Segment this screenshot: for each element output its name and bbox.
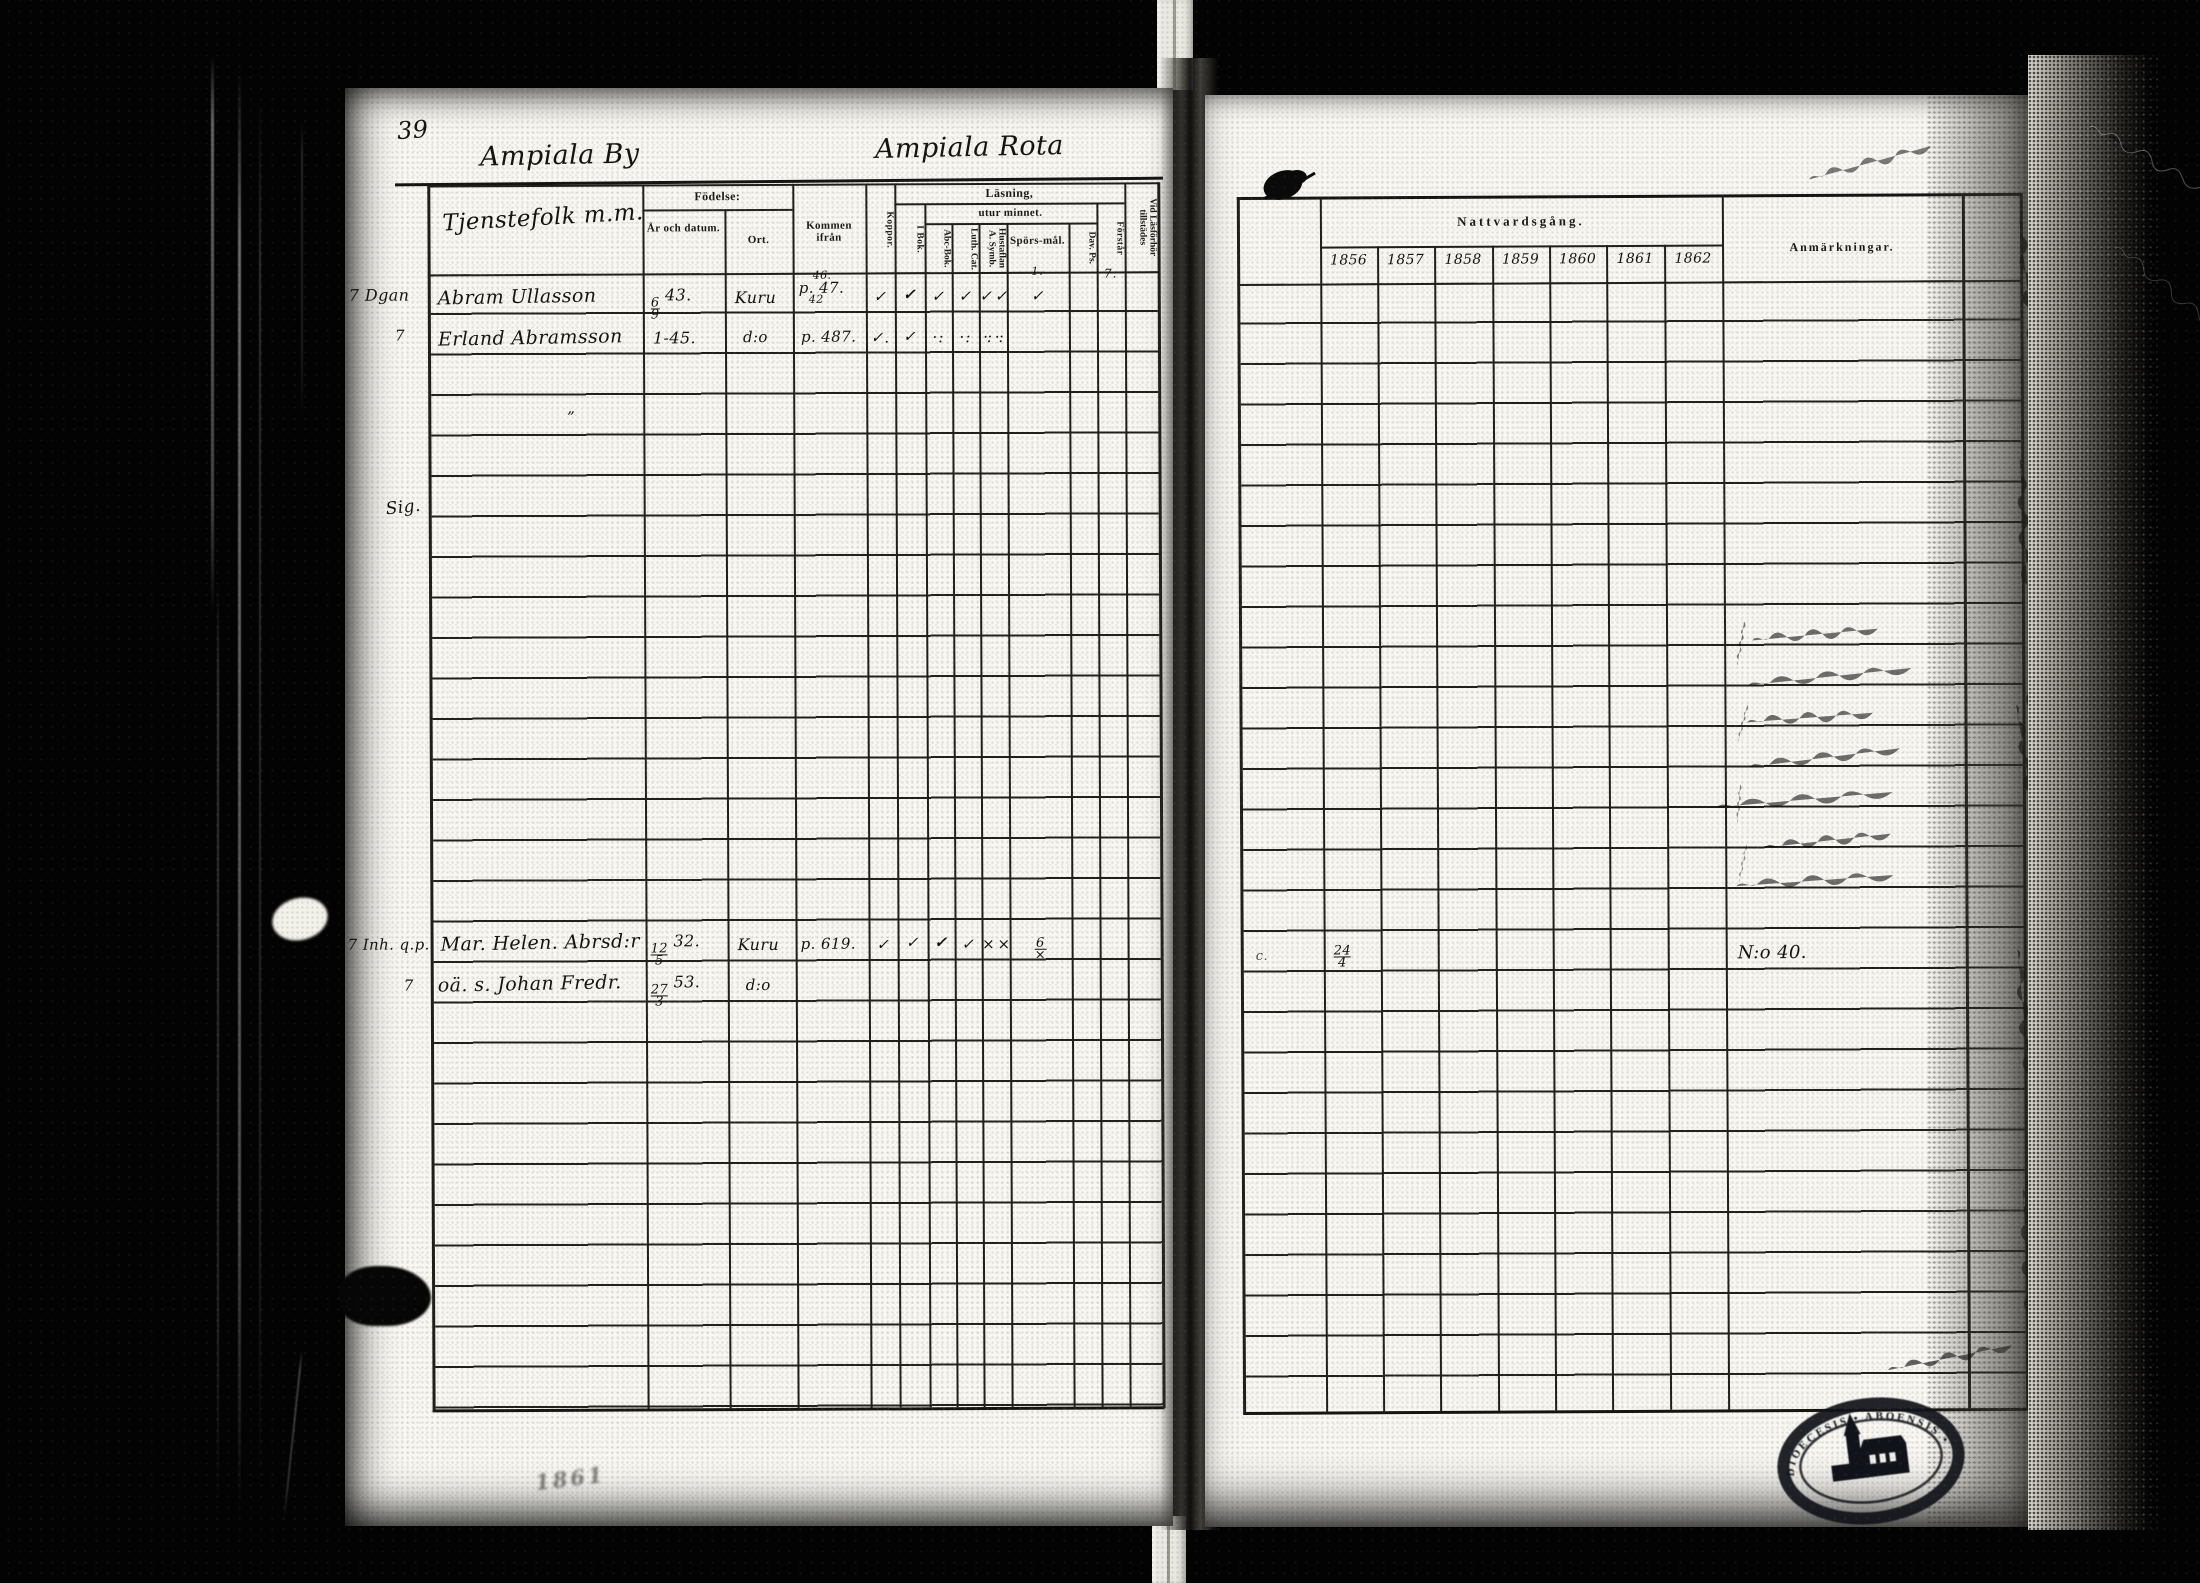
page-curvature-shadow: [1927, 95, 2037, 1527]
entry-ort: Kuru: [737, 934, 780, 955]
mark-i-bok: ✓: [903, 327, 917, 346]
mark-luth-cat: ✓: [961, 935, 975, 954]
entry-ort: Kuru: [734, 287, 777, 308]
entry-name: oä. s. Johan Fredr.: [437, 971, 622, 997]
header-vid-lasforhor: Vid Läsförhör tillstädes: [1137, 198, 1158, 257]
entry-ort: d:o: [742, 327, 768, 347]
page-edge-streak: [259, 95, 261, 1495]
header-i-bok: I Bok.: [914, 225, 925, 254]
margin-note: 7 Dgan: [348, 285, 410, 305]
mark-abc-bok: ·:: [932, 328, 945, 347]
mark-sporsmal: 6 ×: [1010, 927, 1072, 963]
year-header: 1860: [1558, 251, 1597, 268]
year-header: 1856: [1329, 252, 1368, 269]
page-edge-streak: [301, 120, 303, 420]
mark-abc-bok: ✓: [934, 933, 948, 952]
born-month: 3: [650, 994, 669, 1009]
communion-table: Nattvardsgång. 1856 1857 1858 1859 1860 …: [1201, 93, 2040, 1529]
archive-seal-stamp: DIOECESIS • ABOENSIS •: [1777, 1397, 1965, 1525]
header-ort: Ort.: [747, 233, 770, 247]
year-header: 1859: [1501, 251, 1540, 268]
entry-name: Mar. Helen. Abrsd:r: [440, 930, 641, 956]
header-sporsmal: Spörs-mål.: [1009, 234, 1066, 247]
margin-note: 7 Inh. q.p.: [347, 935, 430, 954]
header-luth-cat: Luth. Cat.: [968, 227, 979, 270]
remark-entry: N:o 40.: [1737, 942, 1807, 964]
mark-sporsmal-note: 1.: [1031, 264, 1044, 278]
mark-i-bok: ✓: [902, 285, 917, 304]
margin-note: 7: [394, 326, 405, 345]
church-icon: [1831, 1413, 1910, 1482]
header-lasning: Läsning,: [985, 185, 1034, 201]
mark-abc-bok: ✓: [931, 287, 946, 306]
mark-hustaflan: × ×: [982, 934, 1010, 954]
born-year: 43.: [664, 285, 692, 305]
row-ruling: [1240, 279, 2027, 1412]
mark-hustaflan: ·: ·:: [983, 327, 1003, 347]
year-header: 1861: [1616, 250, 1654, 268]
lasning-underline: [894, 202, 1125, 206]
entry-from: 46. p. 47. 42: [799, 269, 845, 306]
header-hustaflan: Hustaflan A. Symb.: [986, 228, 1007, 269]
year-header: 1858: [1444, 251, 1482, 268]
born-year: 53.: [673, 972, 701, 992]
header-fodelse: Födelse:: [694, 189, 741, 204]
entry-ort: d:o: [745, 975, 771, 995]
header-forstar: Förstår: [1114, 221, 1125, 256]
group-label: Tjenstefolk m.m.: [441, 199, 645, 237]
communion-date-entry: 24 4: [1333, 934, 1352, 970]
page-edge-streak: [217, 580, 219, 1510]
mark-koppor: ✓.: [870, 328, 891, 347]
header-ar-och-datum: År och datum.: [646, 222, 721, 235]
left-page: 39 Ampiala By Ampiala Rota: [339, 86, 1176, 1528]
mark-koppor: ✓: [876, 935, 890, 954]
header-koppor: Koppor.: [884, 211, 895, 248]
ink-blot: [1263, 170, 1316, 200]
examination-table: Tjenstefolk m.m. Födelse: År och datum. …: [342, 86, 1176, 1528]
right-page: Nattvardsgång. 1856 1857 1858 1859 1860 …: [1205, 95, 2057, 1527]
entry-born: 27 3 53.: [650, 972, 701, 1009]
mark-forstar-note: 7.: [1103, 266, 1118, 281]
mark-luth-cat: ✓: [958, 287, 973, 306]
entry-born: 1-45.: [652, 328, 697, 348]
margin-note: 7: [403, 976, 414, 995]
entry-born: 12 5 32.: [650, 931, 701, 968]
entry-name: Erland Abramsson: [437, 325, 623, 351]
paper-tab-blob: [267, 891, 333, 947]
year-header: 1862: [1674, 250, 1712, 267]
header-communion-title: Nattvardsgång.: [1457, 213, 1585, 229]
header-abc-bok: Abc-Bok.: [941, 229, 952, 268]
table-top-border: [1236, 192, 2022, 201]
entry-name: Abram Ullasson: [437, 284, 597, 310]
mark-koppor: ✓: [873, 287, 888, 306]
ditto-mark: „: [567, 398, 576, 417]
margin-note: Sig.: [384, 495, 422, 520]
page-edge-streak: [283, 1350, 303, 1520]
born-month: 9: [650, 307, 660, 323]
page-edge-noise: [2028, 55, 2158, 1530]
mark-hustaflan: ✓ ✓: [979, 286, 1007, 306]
mark-luth-cat: ·:: [959, 328, 972, 347]
church-windows: [1869, 1451, 1897, 1465]
page-edge-streak: [211, 55, 214, 615]
mark-sporsmal: ✓: [1030, 286, 1045, 305]
year-header: 1857: [1386, 252, 1425, 269]
born-month: 5: [650, 953, 669, 968]
entry-from: p. 487.: [800, 327, 857, 346]
born-year: 32.: [673, 931, 701, 951]
fodelse-underline: [642, 208, 793, 212]
sporsmal-den: ×: [1034, 947, 1047, 963]
header-utur-minnet: utur minnet.: [978, 206, 1043, 220]
communion-title-underline: [1320, 244, 1723, 249]
page-edge-streak: [238, 70, 241, 1510]
col-a-mark: c.: [1255, 948, 1269, 964]
header-kommen-ifran: Kommen ifrån: [806, 219, 852, 244]
communion-month: 4: [1333, 955, 1352, 970]
mark-i-bok: ✓: [905, 933, 920, 952]
scan-artifact-blob: [339, 1266, 431, 1326]
header-dav-ps: Dav. Ps.: [1086, 231, 1097, 265]
entry-from: p. 619.: [800, 934, 856, 953]
